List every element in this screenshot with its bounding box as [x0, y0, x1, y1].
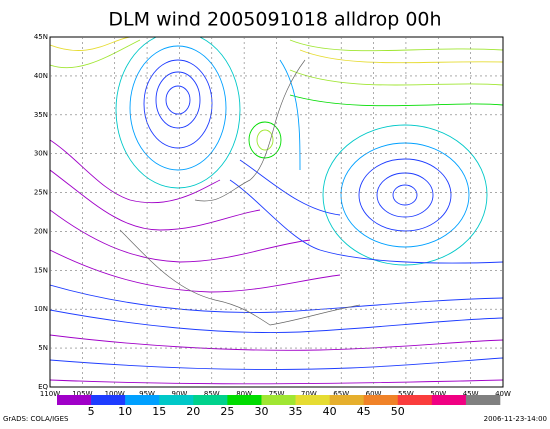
colorbar-label: 50 — [391, 405, 405, 418]
lon-label: 85W — [204, 390, 220, 398]
colorbar-label: 30 — [254, 405, 268, 418]
colorbar-label: 10 — [118, 405, 132, 418]
lat-labels: 45N 40N 35N 30N 25N 20N 15N 10N 5N EQ — [34, 33, 503, 391]
lon-labels: 110W 105W 100W 95W 90W 85W 80W 75W 70W 65W 60W 55W 5… — [40, 37, 511, 398]
colorbar-swatch — [295, 395, 330, 405]
colorbar-swatch — [193, 395, 228, 405]
lat-label: 45N — [34, 33, 48, 41]
colorbar-label: 25 — [220, 405, 234, 418]
lat-label: 40N — [34, 72, 48, 80]
lon-label: 90W — [172, 390, 188, 398]
colorbar-swatch — [465, 395, 501, 405]
lon-label: 80W — [236, 390, 252, 398]
lat-label: 20N — [34, 227, 48, 235]
colorbar: 5 10 15 20 25 30 35 40 45 50 — [57, 395, 501, 418]
colorbar-swatch — [261, 395, 296, 405]
lon-label: 70W — [301, 390, 317, 398]
colorbar-swatch — [125, 395, 160, 405]
footer-right: 2006-11-23-14:00 — [484, 415, 547, 423]
streamlines — [50, 37, 503, 385]
lon-label: 105W — [72, 390, 92, 398]
lon-label: 50W — [430, 390, 446, 398]
lat-label: 10N — [34, 305, 48, 313]
lat-label: EQ — [38, 383, 48, 391]
colorbar-label: 15 — [152, 405, 166, 418]
colorbar-swatch — [363, 395, 399, 405]
lon-label: 75W — [269, 390, 285, 398]
colorbar-swatch — [397, 395, 433, 405]
colorbar-swatch — [57, 395, 92, 405]
lon-label: 110W — [40, 390, 60, 398]
colorbar-label: 5 — [88, 405, 95, 418]
lon-label: 65W — [333, 390, 349, 398]
lon-label: 40W — [495, 390, 511, 398]
lon-label: 95W — [139, 390, 155, 398]
colorbar-swatch — [431, 395, 467, 405]
lat-label: 30N — [34, 150, 48, 158]
colorbar-label: 45 — [357, 405, 371, 418]
lon-label: 55W — [398, 390, 414, 398]
lon-label: 60W — [366, 390, 382, 398]
lat-label: 35N — [34, 111, 48, 119]
colorbar-swatch — [227, 395, 262, 405]
lat-label: 25N — [34, 189, 48, 197]
colorbar-swatch — [91, 395, 126, 405]
colorbar-swatch — [159, 395, 194, 405]
title: DLM wind 2005091018 alldrop 00h — [108, 9, 441, 31]
colorbar-label: 40 — [323, 405, 337, 418]
lon-label: 45W — [463, 390, 479, 398]
lat-label: 15N — [34, 266, 48, 274]
colorbar-label: 35 — [289, 405, 303, 418]
lat-label: 5N — [38, 344, 48, 352]
colorbar-swatch — [329, 395, 364, 405]
lon-label: 100W — [105, 390, 125, 398]
colorbar-label: 20 — [186, 405, 200, 418]
footer-left: GrADS: COLA/IGES — [3, 415, 69, 423]
